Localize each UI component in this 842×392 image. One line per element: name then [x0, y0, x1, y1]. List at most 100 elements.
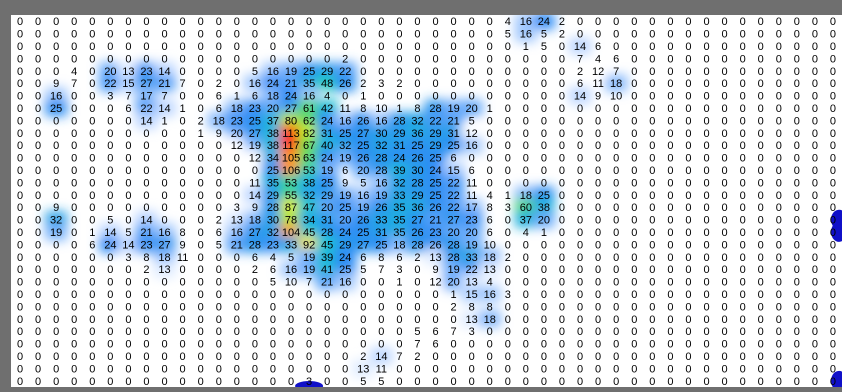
cell-value-label: 0 [71, 363, 77, 375]
cell-value-label: 0 [17, 339, 23, 351]
cell-value-label: 0 [667, 177, 673, 189]
heat-cell [153, 236, 176, 253]
heat-cell [460, 248, 483, 265]
heat-cell [261, 211, 284, 228]
heat-cell [460, 124, 483, 141]
cell-value-label: 0 [125, 16, 131, 28]
cell-value-label: 0 [595, 177, 601, 189]
cell-value-label: 5 [469, 115, 475, 127]
cell-value-label: 0 [107, 103, 113, 115]
cell-value-label: 0 [830, 339, 836, 351]
cell-value-label: 0 [631, 351, 637, 363]
cell-value-label: 0 [306, 289, 312, 301]
cell-value-label: 0 [722, 376, 728, 387]
cell-value-label: 0 [740, 227, 746, 239]
cell-value-label: 0 [722, 289, 728, 301]
cell-value-label: 0 [17, 326, 23, 338]
cell-value-label: 0 [758, 351, 764, 363]
cell-value-label: 0 [180, 140, 186, 152]
cell-value-label: 41 [321, 264, 333, 276]
cell-value-label: 0 [180, 289, 186, 301]
cell-value-label: 0 [487, 376, 493, 387]
heat-cell [424, 236, 447, 253]
cell-value-label: 0 [740, 215, 746, 227]
cell-value-label: 0 [559, 128, 565, 140]
cell-value-label: 0 [812, 339, 818, 351]
cell-value-label: 0 [595, 128, 601, 140]
cell-value-label: 7 [613, 66, 619, 78]
cell-value-label: 0 [270, 339, 276, 351]
cell-value-label: 0 [35, 153, 41, 165]
cell-value-label: 0 [812, 177, 818, 189]
cell-value-label: 0 [830, 78, 836, 90]
cell-value-label: 0 [35, 351, 41, 363]
cell-value-label: 0 [794, 351, 800, 363]
cell-value-label: 0 [667, 78, 673, 90]
heat-cell [514, 199, 537, 216]
cell-value-label: 18 [484, 252, 496, 264]
cell-value-label: 0 [812, 128, 818, 140]
heat-cell [406, 223, 429, 241]
cell-value-label: 0 [703, 376, 709, 387]
cell-value-label: 0 [631, 277, 637, 289]
heat-cell [352, 112, 375, 129]
cell-value-label: 2 [216, 215, 222, 227]
cell-value-label: 0 [812, 239, 818, 251]
cell-value-label: 45 [303, 227, 315, 239]
cell-value-label: 0 [722, 91, 728, 103]
heat-cell [279, 62, 303, 79]
cell-value-label: 0 [198, 153, 204, 165]
cell-value-label: 24 [267, 78, 279, 90]
cell-value-label: 0 [685, 41, 691, 53]
cell-value-label: 0 [35, 128, 41, 140]
heat-cell [316, 174, 339, 191]
cell-value-label: 0 [89, 301, 95, 313]
cell-value-label: 42 [321, 103, 333, 115]
cell-value-label: 0 [270, 376, 276, 387]
cell-value-label: 0 [776, 16, 782, 28]
cell-value-label: 53 [303, 165, 315, 177]
cell-value-label: 0 [703, 202, 709, 214]
heat-cell [406, 186, 429, 203]
cell-value-label: 0 [812, 53, 818, 65]
cell-value-label: 0 [559, 190, 565, 202]
cell-value-label: 15 [122, 78, 134, 90]
cell-value-label: 0 [234, 252, 240, 264]
cell-value-label: 0 [577, 190, 583, 202]
cell-value-label: 13 [466, 277, 478, 289]
cell-value-label: 0 [35, 190, 41, 202]
cell-value-label: 0 [541, 66, 547, 78]
cell-value-label: 0 [776, 376, 782, 387]
heat-cell [45, 223, 68, 241]
cell-value-label: 0 [613, 351, 619, 363]
cell-value-label: 0 [71, 115, 77, 127]
cell-value-label: 0 [378, 277, 384, 289]
heat-cell [424, 124, 447, 141]
cell-value-label: 0 [740, 53, 746, 65]
cell-value-label: 0 [649, 115, 655, 127]
cell-value-label: 16 [303, 91, 315, 103]
cell-value-label: 32 [303, 190, 315, 202]
cell-value-label: 0 [722, 252, 728, 264]
cell-value-label: 2 [559, 16, 565, 28]
cell-value-label: 0 [107, 301, 113, 313]
cell-value-label: 0 [649, 339, 655, 351]
heat-cell [388, 186, 411, 203]
heat-cell [316, 248, 339, 265]
cell-value-label: 16 [484, 289, 496, 301]
cell-value-label: 14 [158, 66, 170, 78]
cell-value-label: 0 [306, 326, 312, 338]
cell-value-label: 0 [523, 376, 529, 387]
cell-value-label: 0 [71, 239, 77, 251]
cell-value-label: 0 [89, 153, 95, 165]
cell-value-label: 0 [216, 140, 222, 152]
cell-value-label: 0 [740, 140, 746, 152]
heat-cell [442, 124, 465, 141]
cell-value-label: 0 [812, 314, 818, 326]
cell-value-label: 0 [360, 339, 366, 351]
cell-value-label: 0 [234, 326, 240, 338]
cell-value-label: 29 [321, 190, 333, 202]
cell-value-label: 0 [613, 326, 619, 338]
cell-value-label: 35 [393, 202, 405, 214]
cell-value-label: 0 [35, 289, 41, 301]
